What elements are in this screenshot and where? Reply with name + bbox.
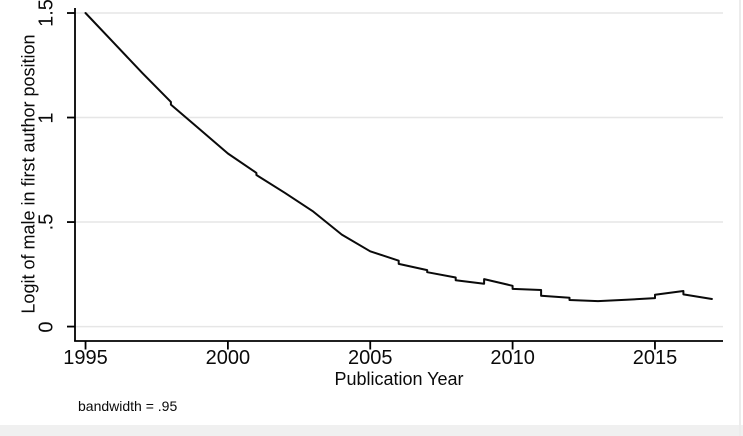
right-edge-line bbox=[739, 0, 741, 436]
y-tick-label: 1 bbox=[35, 111, 58, 124]
bandwidth-note: bandwidth = .95 bbox=[78, 398, 178, 414]
x-tick-label: 2005 bbox=[347, 347, 393, 369]
x-tick-label: 1995 bbox=[63, 347, 108, 369]
x-axis-title: Publication Year bbox=[334, 369, 464, 389]
y-axis-title: Logit of male in first author position bbox=[18, 34, 39, 314]
y-tick-label: .5 bbox=[35, 213, 58, 231]
x-tick-label: 2010 bbox=[490, 347, 535, 369]
x-tick-label: 2015 bbox=[632, 347, 678, 369]
y-tick-label: 1.5 bbox=[35, 0, 58, 27]
y-tick-label: 0 bbox=[35, 321, 58, 333]
x-tick-label: 2000 bbox=[205, 347, 251, 369]
bottom-strip bbox=[0, 425, 743, 436]
lowess-curve bbox=[84, 12, 713, 303]
